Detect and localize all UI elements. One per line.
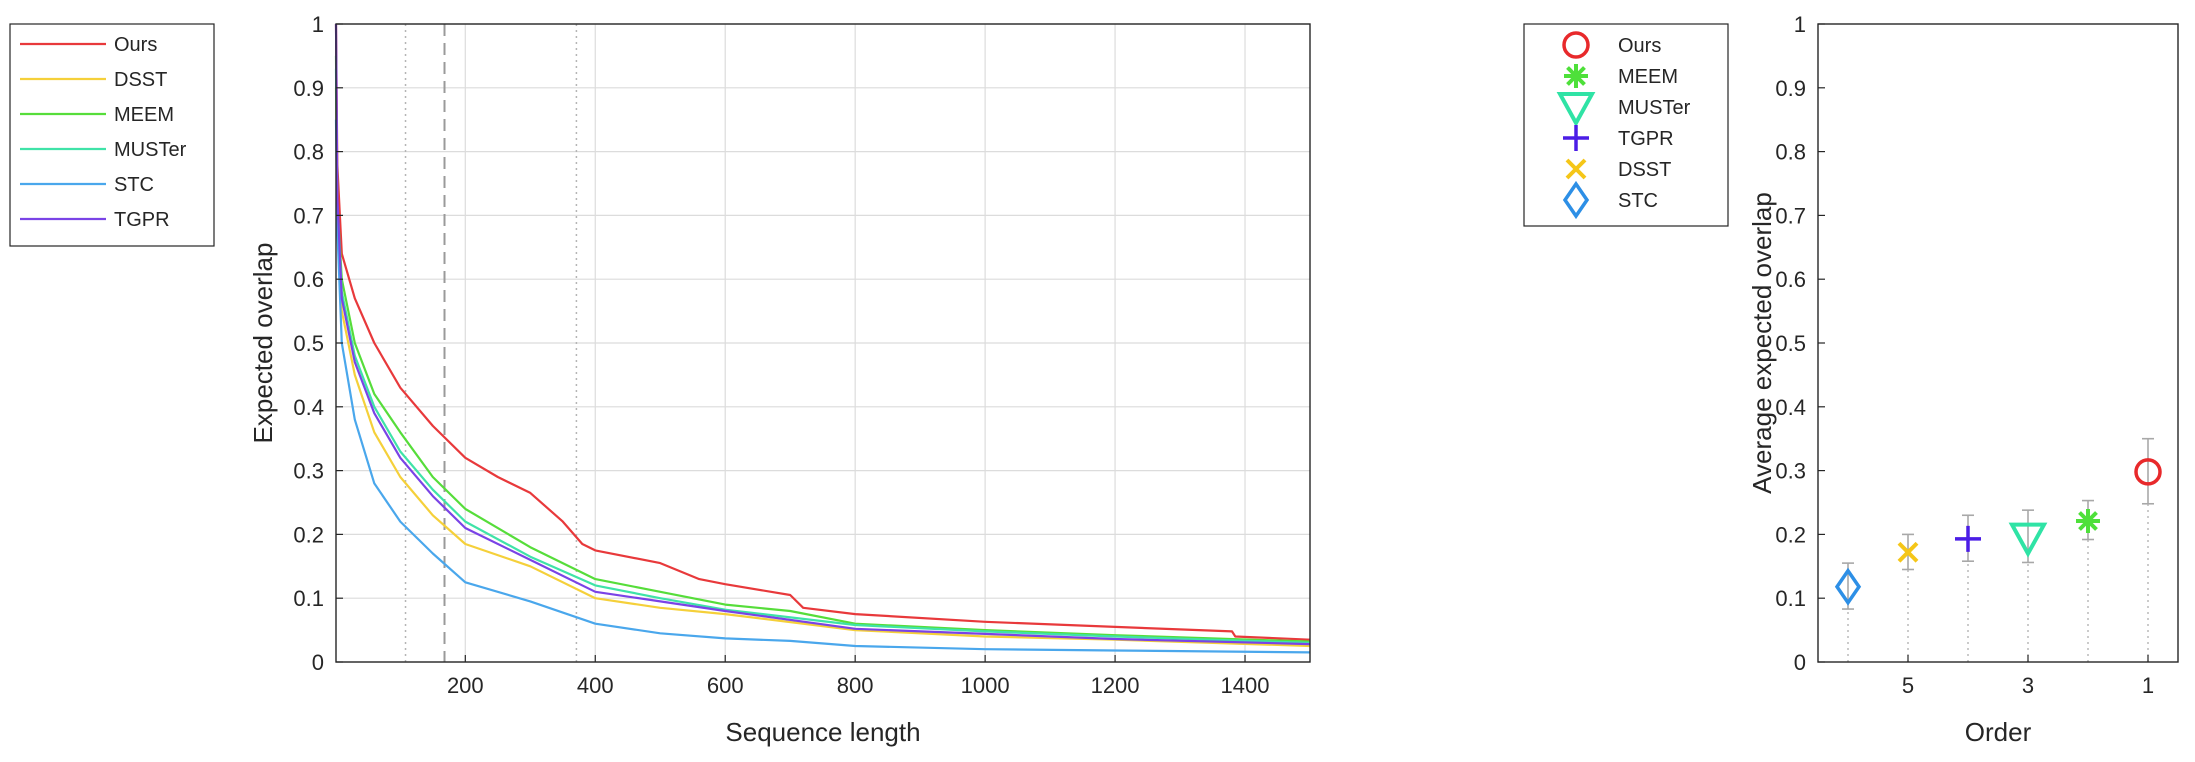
x-tick-label: 1400 xyxy=(1221,673,1270,698)
marker-muster xyxy=(2008,522,2048,558)
x-tick-label: 1 xyxy=(2142,673,2154,698)
legend-label: Ours xyxy=(114,34,157,56)
legend-box xyxy=(1523,23,1729,227)
series-line-stc xyxy=(334,119,1311,654)
legend-marker-ours xyxy=(1562,31,1590,59)
legend-marker-tgpr xyxy=(1563,125,1589,151)
order-guide-lines xyxy=(1847,503,2149,662)
y-axis-label: Expected overlap xyxy=(248,243,278,444)
legend: Ours DSST MEEM MUSTer STC TGPR xyxy=(9,23,215,247)
y-tick-label: 0.3 xyxy=(1775,459,1806,484)
x-axis-label: Order xyxy=(1965,717,2032,747)
y-tick-label: 0 xyxy=(1794,650,1806,675)
y-tick-label: 0.2 xyxy=(1775,522,1806,547)
y-tick-label: 1 xyxy=(1794,12,1806,37)
series-line-meem xyxy=(334,55,1311,643)
legend-label: MEEM xyxy=(114,104,174,126)
legend-label: MUSTer xyxy=(114,139,187,161)
marker-ours xyxy=(2134,458,2162,486)
y-tick-label: 0.6 xyxy=(293,267,324,292)
series-line-tgpr xyxy=(334,23,1311,646)
reference-lines xyxy=(404,24,578,662)
x-tick-label: 1000 xyxy=(961,673,1010,698)
x-axis-label: Sequence length xyxy=(725,717,920,747)
y-tick-label: 1 xyxy=(312,12,324,37)
y-tick-label: 0.3 xyxy=(293,459,324,484)
legend-label: STC xyxy=(1618,190,1658,212)
y-tick-label: 0.4 xyxy=(1775,395,1806,420)
x-tick-label: 600 xyxy=(707,673,744,698)
series-line-ours xyxy=(334,23,1311,641)
y-tick-labels: 0 0.1 0.2 0.3 0.4 0.5 0.6 0.7 0.8 0.9 1 xyxy=(1775,12,1825,675)
legend-label: TGPR xyxy=(1618,128,1674,150)
marker-meem xyxy=(2076,509,2100,534)
legend: Ours MEEM MUSTer TGPR DSST STC xyxy=(1523,23,1729,227)
y-tick-label: 0.9 xyxy=(293,76,324,101)
x-tick-label: 5 xyxy=(1902,673,1914,698)
series-line-muster xyxy=(334,68,1311,644)
marker-dsst xyxy=(1897,541,1919,563)
curves xyxy=(334,23,1311,654)
y-tick-label: 0.8 xyxy=(1775,140,1806,165)
marker-stc xyxy=(1834,567,1862,606)
x-tick-label: 1200 xyxy=(1091,673,1140,698)
y-tick-labels: 0 0.1 0.2 0.3 0.4 0.5 0.6 0.7 0.8 0.9 1 xyxy=(293,12,343,675)
legend-label: MUSTer xyxy=(1618,97,1691,119)
legend-label: TGPR xyxy=(114,209,170,231)
y-tick-label: 0.1 xyxy=(293,586,324,611)
marker-tgpr xyxy=(1955,525,1981,552)
y-tick-label: 0.6 xyxy=(1775,267,1806,292)
legend-marker-meem xyxy=(1564,64,1588,88)
markers xyxy=(1834,458,2162,606)
y-tick-label: 0.4 xyxy=(293,395,324,420)
y-axis-label: Average expected overlap xyxy=(1747,192,1777,494)
legend-label: MEEM xyxy=(1618,66,1678,88)
y-tick-label: 0.7 xyxy=(293,203,324,228)
y-tick-label: 0.1 xyxy=(1775,586,1806,611)
legend-marker-stc xyxy=(1562,180,1590,220)
x-tick-labels: 5 3 1 xyxy=(1902,655,2154,698)
error-bar-ours xyxy=(2142,437,2154,505)
legend-label: Ours xyxy=(1618,35,1661,57)
legend-label: STC xyxy=(114,174,154,196)
y-tick-label: 0.2 xyxy=(293,522,324,547)
legend-marker-muster xyxy=(1556,92,1596,128)
x-tick-label: 400 xyxy=(577,673,614,698)
legend-marker-dsst xyxy=(1565,158,1587,180)
legend-label: DSST xyxy=(1618,159,1671,181)
series-line-dsst xyxy=(334,87,1311,648)
legend-box xyxy=(9,23,215,247)
y-tick-label: 0.8 xyxy=(293,140,324,165)
y-tick-label: 0.9 xyxy=(1775,76,1806,101)
legend-label: DSST xyxy=(114,69,167,91)
y-tick-label: 0.7 xyxy=(1775,203,1806,228)
x-tick-label: 3 xyxy=(2022,673,2034,698)
y-tick-label: 0.5 xyxy=(293,331,324,356)
plot-area xyxy=(1818,24,2178,662)
x-tick-label: 200 xyxy=(447,673,484,698)
y-tick-label: 0.5 xyxy=(1775,331,1806,356)
x-tick-label: 800 xyxy=(837,673,874,698)
expected-overlap-curve-chart: 200 400 600 800 1000 1200 1400 0 0.1 0.2 0.3 0.4 0.… xyxy=(9,12,1311,747)
y-tick-label: 0 xyxy=(312,650,324,675)
x-tick-labels: 200 400 600 800 1000 1200 1400 xyxy=(447,655,1270,698)
